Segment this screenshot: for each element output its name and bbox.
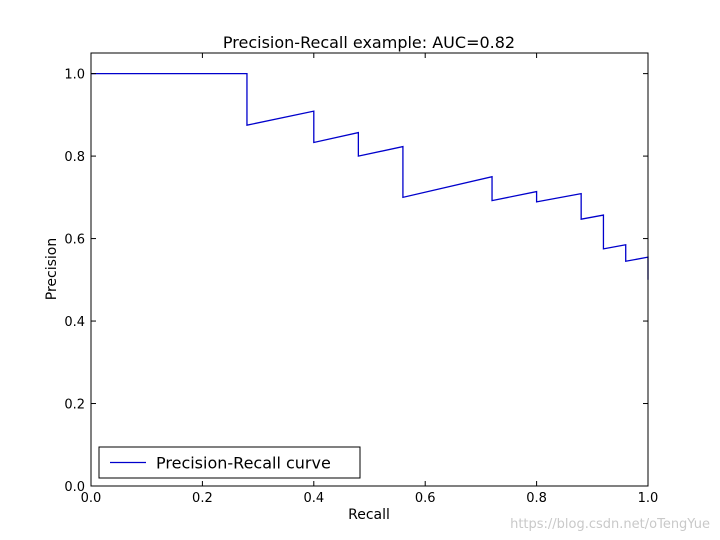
y-tick-label: 0.6 xyxy=(64,233,85,248)
series-line xyxy=(91,72,649,280)
watermark: https://blog.csdn.net/oTengYue xyxy=(510,517,710,532)
y-tick-label: 1.0 xyxy=(64,68,85,83)
x-tick-label: 0.2 xyxy=(192,491,213,506)
x-tick-label: 0.0 xyxy=(81,491,102,506)
y-axis-label: Precision xyxy=(44,238,60,300)
x-tick-label: 0.8 xyxy=(526,491,547,506)
y-tick-label: 0.4 xyxy=(64,315,85,330)
y-tick-label: 0.2 xyxy=(64,398,85,413)
x-tick-label: 0.4 xyxy=(303,491,324,506)
x-axis-label: Recall xyxy=(348,507,390,523)
chart-title: Precision-Recall example: AUC=0.82 xyxy=(223,33,515,52)
y-tick-label: 0.0 xyxy=(64,480,85,495)
plot-frame xyxy=(90,52,649,487)
x-tick-label: 1.0 xyxy=(638,491,659,506)
legend-label: Precision-Recall curve xyxy=(156,454,331,473)
y-tick-label: 0.8 xyxy=(64,150,85,165)
x-tick-label: 0.6 xyxy=(415,491,436,506)
